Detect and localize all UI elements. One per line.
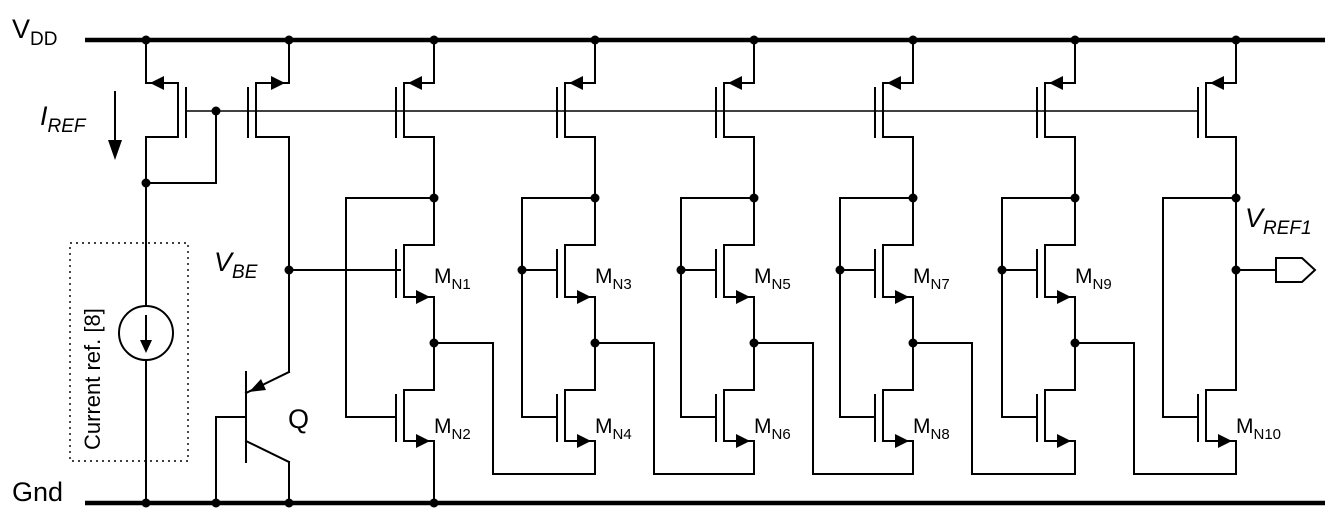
nmos-arrow <box>577 290 591 304</box>
device-label-n6: MN6 <box>754 415 791 443</box>
nmos-arrow <box>1218 434 1232 448</box>
nmos-arrow <box>736 434 750 448</box>
pmos-arrow <box>408 76 422 90</box>
device-label-n9: MN9 <box>1075 265 1112 293</box>
nmos-arrow <box>577 434 591 448</box>
pmos-bjt-bias <box>247 39 290 373</box>
mosfet-stages <box>345 35 1241 508</box>
junction-dot <box>211 498 221 508</box>
junction-dot <box>1231 35 1241 45</box>
junction-dot <box>141 35 151 45</box>
q-label: Q <box>288 404 309 434</box>
vref1-label: VREF1 <box>1245 203 1312 239</box>
junction-dot <box>997 265 1007 275</box>
device-label-n7: MN7 <box>913 265 950 293</box>
device-label-n4: MN4 <box>595 415 632 443</box>
nmos-arrow <box>736 290 750 304</box>
nmos-arrow <box>416 434 430 448</box>
iref-arrow <box>108 91 122 160</box>
iref-label: IREF <box>40 101 87 137</box>
current-source-symbol <box>118 305 174 361</box>
bjt-q <box>215 370 291 504</box>
device-label-n5: MN5 <box>754 265 791 293</box>
pmos-reference <box>145 39 217 504</box>
device-label-n3: MN3 <box>595 265 632 293</box>
pmos-arrow <box>569 76 583 90</box>
device-label-n1: MN1 <box>434 265 471 293</box>
pmos-arrow <box>728 76 742 90</box>
junction-dot <box>835 265 845 275</box>
pmos-arrow <box>1049 76 1063 90</box>
junction-dot <box>429 35 439 45</box>
nmos-arrow <box>1057 434 1071 448</box>
current-ref-label: Current ref. [8] <box>80 308 105 450</box>
junction-dot <box>590 35 600 45</box>
vdd-label: VDD <box>12 14 57 50</box>
gnd-label: Gnd <box>12 477 63 507</box>
nmos-arrow <box>895 434 909 448</box>
nmos-arrow <box>895 290 909 304</box>
nmos-arrow <box>416 290 430 304</box>
pmos-arrow <box>887 76 901 90</box>
vbe-label: VBE <box>214 247 258 283</box>
vref1-output-port <box>1235 257 1317 283</box>
junction-dot <box>284 498 294 508</box>
junction-dot <box>749 35 759 45</box>
junction-dot <box>284 265 294 275</box>
junction-dot <box>517 265 527 275</box>
nmos-arrow <box>1057 290 1071 304</box>
junction-dot <box>141 178 151 188</box>
junction-dot <box>676 265 686 275</box>
device-label-n2: MN2 <box>434 415 471 443</box>
junction-dot <box>908 35 918 45</box>
junction-dot <box>1231 265 1241 275</box>
pmos-arrow <box>1210 76 1224 90</box>
junction-dot <box>211 106 221 116</box>
junction-dot <box>1070 35 1080 45</box>
device-label-n10: MN10 <box>1236 415 1281 443</box>
device-label-n8: MN8 <box>913 415 950 443</box>
junction-dot <box>284 35 294 45</box>
junction-dot <box>141 498 151 508</box>
